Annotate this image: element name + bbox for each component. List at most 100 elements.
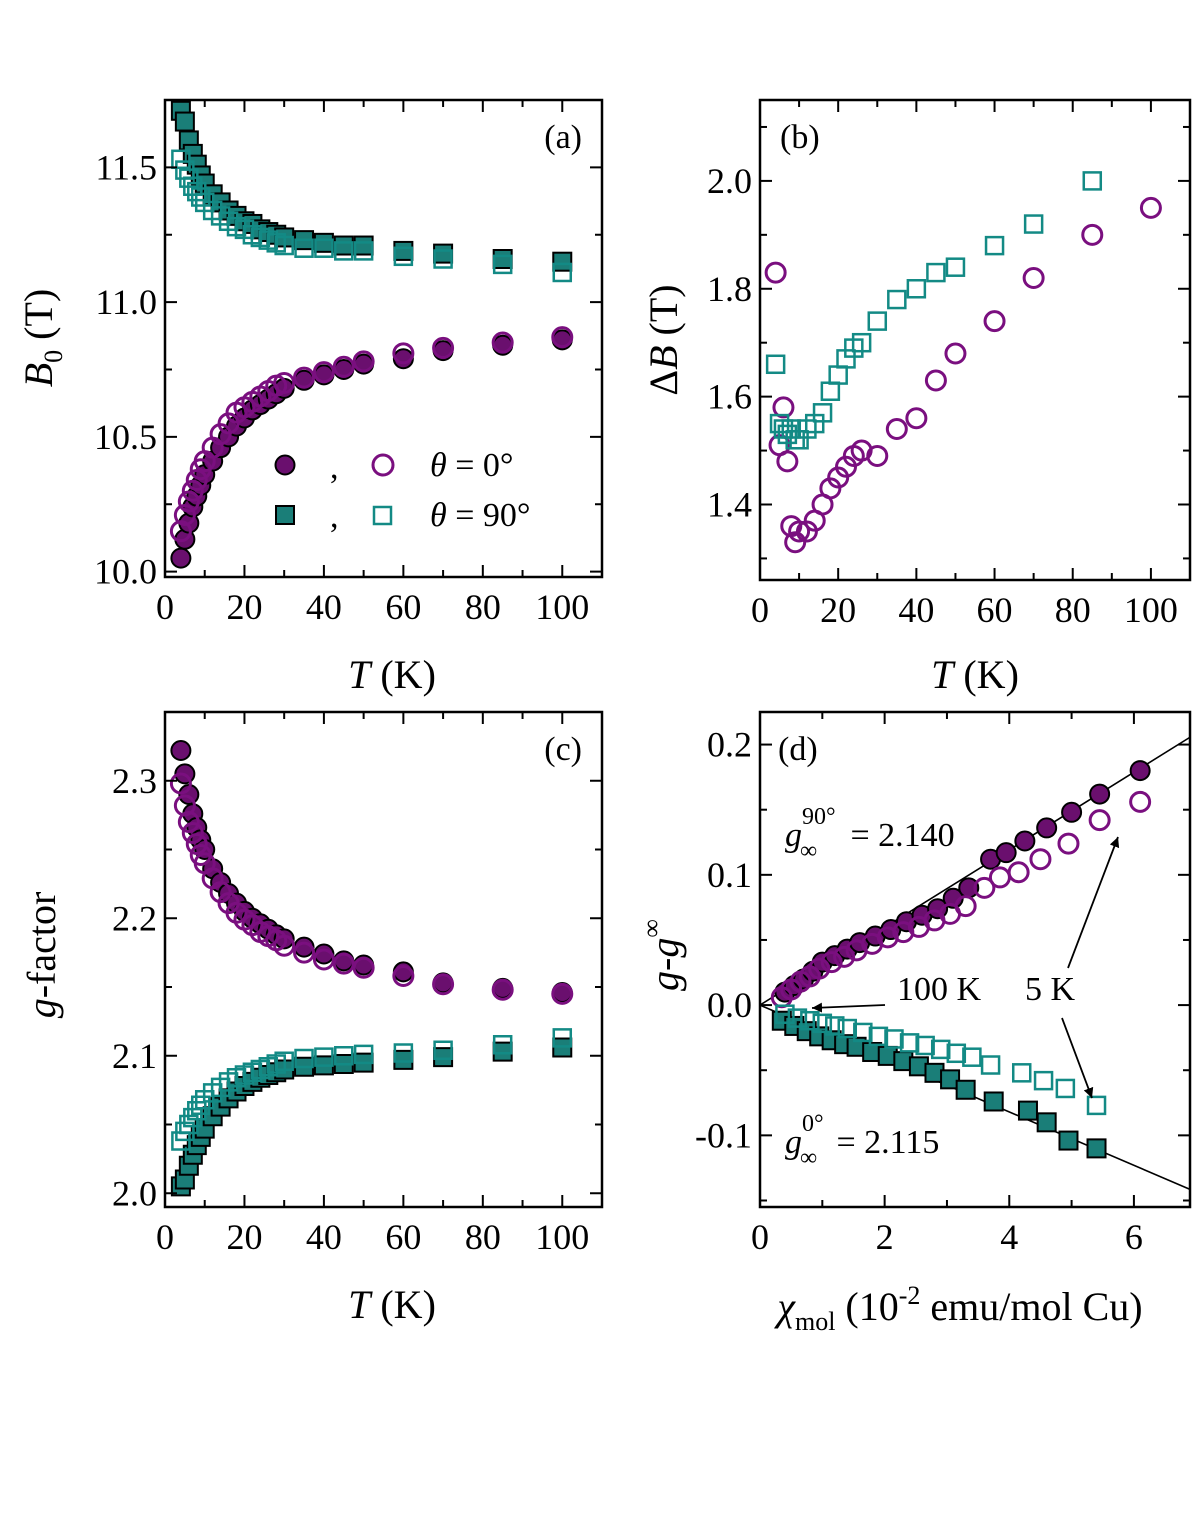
panel-b-ytick-label-1: 1.6 [707, 377, 752, 417]
panel-b-series-1-point-16 [887, 289, 907, 310]
panel-a-xtick-label-0: 0 [156, 587, 174, 627]
panel-b-series-0-point-21 [1022, 266, 1045, 289]
panel-a-series-3-point-16 [274, 235, 294, 256]
panel-a-series-3-point-19 [334, 241, 354, 261]
panel-d-xtick-label-1: 2 [876, 1217, 894, 1257]
panel-d-xtick-label-2: 4 [1000, 1217, 1018, 1257]
panel-c-ytick-label-3: 2.3 [112, 761, 157, 801]
panel-b-series-1-point-14 [851, 332, 872, 353]
panel-d-ylabel-g1: g [642, 971, 687, 991]
panel-a-series-1-point-23 [491, 331, 514, 354]
g90-symbol: g [785, 817, 802, 854]
panel-a-series-3-point-24 [552, 262, 573, 283]
panel-b-series-0-point-2 [772, 396, 795, 419]
panel-b-series-0-point-15 [866, 444, 889, 467]
legend-value-2: = 90° [447, 497, 531, 534]
legend-label-90deg: θ = 90° [430, 497, 530, 534]
panel-d-series-3-point-8 [884, 1029, 904, 1049]
panel-a-tag: (a) [544, 119, 582, 156]
panel-b-series-1-point-17 [906, 279, 927, 299]
panel-b-ticks: 0 20 40 60 80 100 1.4 1.6 1.8 2.0 [707, 100, 1191, 630]
panel-c-series-3-point-19 [334, 1046, 354, 1066]
panel-b: 0 20 40 60 80 100 1.4 1.6 1.8 2.0 (b) T (K) ΔB (T… [641, 98, 1192, 697]
panel-a-ylabel-unit: (T) [16, 289, 61, 350]
panel-b-series-1-point-9 [812, 403, 833, 423]
panel-d-ytick-label-3: 0.2 [707, 725, 752, 765]
panel-c-series-1-point-24 [551, 982, 574, 1005]
panel-b-xtick-label-2: 40 [898, 590, 934, 630]
panel-d-series-2-point-18 [1086, 1138, 1107, 1159]
panel-d-series-2-point-13 [955, 1079, 976, 1100]
legend-comma-1: , [330, 449, 339, 486]
panel-d-ytick-label-0: -0.1 [695, 1115, 752, 1155]
panel-a-series-3-point-22 [433, 249, 453, 269]
panel-d-xlabel-sup: -2 [899, 1281, 921, 1310]
panel-b-series-1-point-0 [765, 354, 786, 375]
panel-c-series-0-point-0 [170, 740, 192, 761]
panel-d-series-3-point-6 [853, 1022, 873, 1043]
panel-a-series-1-point-20 [352, 350, 375, 373]
panel-a-series-2-point-24 [552, 251, 573, 272]
panel-d-xlabel-open: (10 [835, 1284, 898, 1329]
panel-c-series-1-point-3 [181, 822, 204, 844]
panel-a-series-2-point-22 [433, 243, 454, 264]
g0-sup: 0° [802, 1111, 824, 1137]
panel-a-xtick-label-1: 20 [226, 587, 262, 627]
panel-b-series-1-point-15 [867, 311, 888, 331]
panel-d-ytick-label-2: 0.1 [707, 855, 752, 895]
panel-b-series-0-point-17 [905, 407, 928, 430]
g0-symbol: g [785, 1124, 802, 1161]
arrow-5k-up [1067, 836, 1120, 969]
panel-d-series-1-point-14 [954, 895, 977, 918]
panel-d-series-0-point-21 [1129, 760, 1151, 782]
panel-a-xtick-label-3: 60 [385, 587, 421, 627]
panel-d-series-3-point-4 [825, 1016, 845, 1036]
panel-d-series-0-point-19 [1061, 801, 1083, 823]
panel-d-series-0-point-16 [995, 842, 1017, 864]
panel-c-tag: (c) [544, 731, 582, 768]
panel-c-xtick-label-3: 60 [385, 1217, 421, 1257]
panel-a-xtick-label-2: 40 [306, 587, 342, 627]
panel-c-series-1-point-4 [185, 833, 208, 855]
panel-a-series-1-point-21 [392, 342, 415, 365]
panel-d-series-3-point-16 [1033, 1070, 1054, 1091]
panel-c-ylabel-symbol: g [19, 998, 64, 1018]
panel-d-ylabel: g-g∞ [637, 919, 687, 991]
panel-d-series-0-point-20 [1089, 783, 1111, 805]
panel-d-series-3-point-0 [775, 1004, 795, 1024]
panel-c-series-3-point-17 [294, 1048, 314, 1069]
panel-a-ytick-label-2: 11.0 [95, 282, 157, 322]
panel-d-xtick-label-3: 6 [1125, 1217, 1143, 1257]
arrow-100k [811, 1002, 886, 1013]
panel-c-series-1-point-2 [177, 811, 200, 833]
panel-a-ylabel: B0 (T) [16, 289, 68, 388]
panel-b-xtick-label-3: 60 [977, 590, 1013, 630]
panel-a-series-2-point-19 [333, 235, 354, 256]
legend-filled-square [275, 505, 295, 525]
panel-a-frame [163, 98, 604, 579]
panel-a-series-1-point-4 [185, 468, 208, 491]
panel-a-xtick-label-4: 80 [465, 587, 501, 627]
panel-d-xlabel-sub: mol [795, 1307, 835, 1336]
panel-d-series-1-point-19 [1057, 832, 1080, 855]
panel-b-ylabel-unit: (T) [641, 284, 686, 345]
panel-d-series-3-point-12 [946, 1043, 967, 1064]
panel-b-ytick-label-3: 2.0 [707, 161, 752, 201]
panel-c-marks [169, 740, 574, 1197]
panel-a-series-2-point-21 [393, 240, 414, 261]
panel-c-series-3-point-18 [314, 1047, 334, 1067]
panel-a-ytick-label-0: 10.0 [94, 552, 157, 592]
panel-c-series-2-point-23 [492, 1041, 513, 1062]
panel-d-series-3-point-9 [899, 1033, 920, 1053]
panel-b-xtick-label-5: 100 [1124, 590, 1178, 630]
panel-c-series-2-point-22 [433, 1047, 454, 1068]
panel-b-series-1-point-22 [1082, 171, 1103, 191]
panel-d-series-3-point-1 [787, 1008, 808, 1028]
panel-c-ytick-label-0: 2.0 [112, 1173, 157, 1213]
panel-d-series-1-point-20 [1088, 809, 1111, 832]
panel-c-series-3-point-24 [552, 1028, 573, 1048]
panel-d-series-2-point-12 [940, 1069, 961, 1090]
panel-d-series-3-point-7 [868, 1026, 889, 1047]
g-inf-90-label: g90° ∞ = 2.140 [785, 804, 955, 864]
